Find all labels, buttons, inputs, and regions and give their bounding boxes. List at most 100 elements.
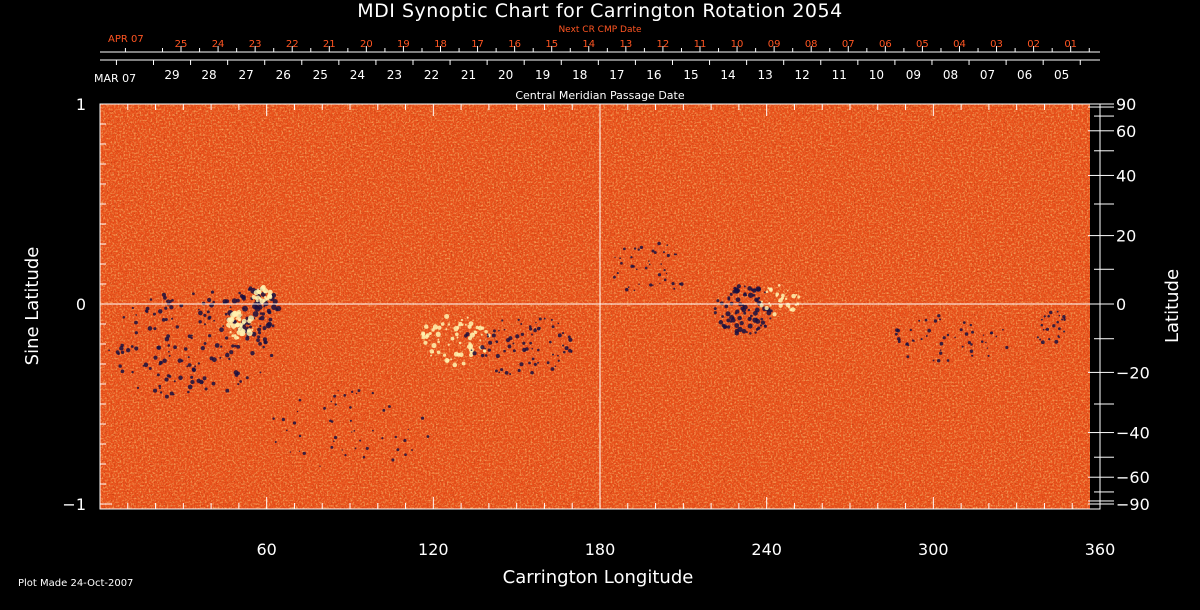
field-speck [236,298,240,303]
cmp-date: 23 [387,68,402,82]
field-speck [238,291,241,295]
cmp-axis-label: Central Meridian Passage Date [515,89,684,102]
next-cr-date: 10 [731,39,744,50]
cmp-date: 07 [980,68,995,82]
field-speck [969,323,973,327]
field-speck [1061,318,1064,321]
field-speck [298,450,300,452]
field-speck [262,326,267,331]
field-speck [430,354,432,357]
field-speck [120,343,124,348]
field-speck [1005,345,1009,350]
field-speck [515,334,520,339]
field-speck [210,290,215,294]
field-speck [118,364,122,368]
field-speck [718,320,724,325]
field-speck [207,297,212,303]
cmp-date: 13 [757,68,772,82]
field-speck [211,381,216,386]
field-speck [719,301,724,306]
cmp-date: 09 [906,68,921,82]
cmp-date: 24 [350,68,365,82]
field-speck [466,316,469,319]
field-speck [781,293,785,298]
field-speck [785,302,791,308]
field-speck [241,321,246,325]
field-speck [183,347,188,351]
x-tick-label: 60 [256,540,276,559]
field-speck [203,342,207,345]
field-speck [258,317,262,320]
next-cr-date: 05 [916,39,929,50]
field-speck [461,361,466,366]
field-speck [678,282,682,286]
field-speck [391,458,395,462]
field-speck [784,297,788,301]
field-speck [330,445,334,449]
field-speck [187,356,190,359]
field-speck [169,305,174,310]
field-speck [456,352,461,357]
field-speck [349,406,352,409]
field-speck [371,429,374,432]
field-speck [987,354,990,357]
field-speck [554,365,557,368]
field-speck [466,344,472,350]
field-speck [613,275,616,279]
field-speck [500,368,504,372]
field-speck [990,331,994,335]
field-speck [567,346,569,349]
y-axis-left-label: Sine Latitude [22,247,43,366]
field-speck [729,292,733,296]
field-speck [651,249,655,253]
field-speck [164,377,169,382]
field-speck [240,323,243,327]
field-speck [969,349,974,353]
cmp-date: 27 [238,68,253,82]
next-cr-date: 13 [619,39,632,50]
field-speck [365,446,369,450]
field-speck [201,301,206,306]
field-speck [175,325,180,329]
field-speck [1056,320,1059,324]
field-speck [319,465,321,467]
field-speck [749,314,753,318]
cmp-date: 28 [201,68,216,82]
field-speck [520,332,525,336]
y-tick-label-right: 0 [1116,295,1126,314]
field-speck [164,306,168,310]
field-speck [537,361,539,364]
cmp-date: 19 [535,68,550,82]
cmp-date: 05 [1054,68,1069,82]
field-speck [228,357,231,361]
y-tick-label-left: −1 [62,495,86,514]
field-speck [120,369,125,374]
field-speck [1056,310,1059,313]
field-speck [159,391,163,394]
field-speck [512,349,516,353]
field-speck [531,357,535,361]
field-speck [567,335,571,339]
y-tick-label-right: 40 [1116,166,1136,185]
field-speck [759,324,763,327]
field-speck [437,340,440,344]
cmp-date: 14 [720,68,735,82]
field-speck [197,308,200,311]
field-speck [480,345,485,350]
field-speck [1002,328,1004,331]
field-speck [639,245,644,250]
field-speck [396,448,400,452]
field-speck [272,298,278,305]
next-cr-date: 16 [508,39,521,50]
field-speck [662,251,666,254]
field-speck [219,356,222,359]
field-speck [281,417,286,422]
field-speck [726,318,731,323]
field-speck [747,308,751,312]
field-speck [261,312,265,316]
field-speck [483,349,487,353]
field-speck [745,294,748,297]
field-speck [298,398,302,402]
field-speck [403,438,407,442]
field-speck [769,287,773,291]
